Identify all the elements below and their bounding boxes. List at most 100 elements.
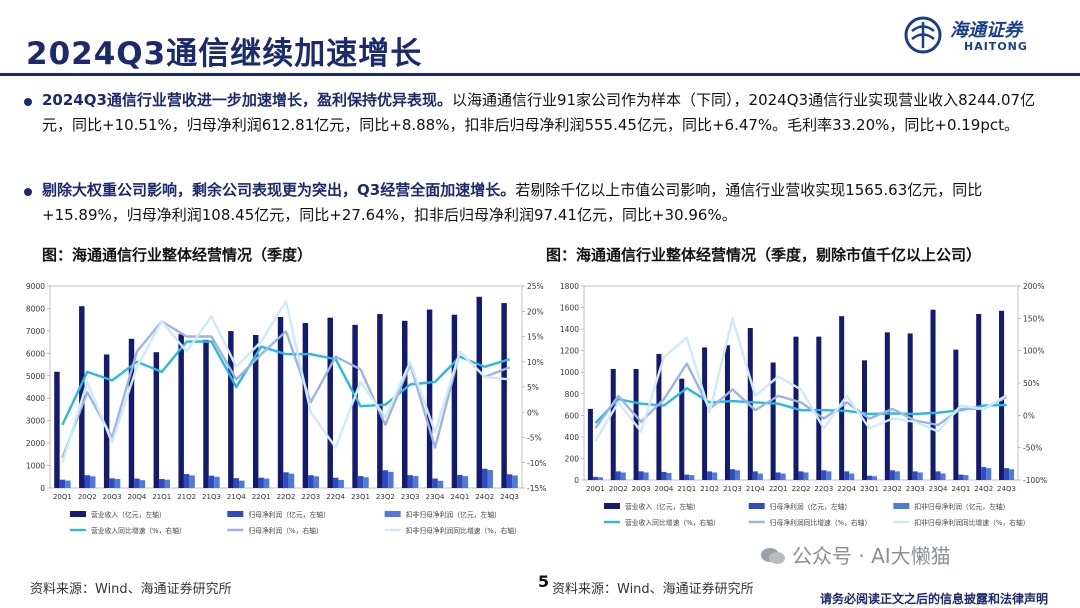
bar-3 — [114, 479, 121, 488]
left-axis-tick-label: 600 — [565, 411, 580, 420]
chart-industry-quarterly: 0 1000 2000 3000 4000 5000 6000 7000 8000 9000 -15… — [26, 282, 546, 535]
bar-3 — [597, 477, 603, 480]
bar-2 — [935, 471, 941, 480]
right-axis-tick-label: -10% — [527, 459, 546, 468]
right-axis-tick-label: 50% — [1023, 379, 1040, 388]
line-series-1 — [61, 340, 510, 426]
bar-3 — [239, 480, 245, 488]
category-label: 23Q2 — [883, 485, 902, 493]
bar-2 — [457, 474, 463, 488]
bar-3 — [734, 470, 741, 480]
figure-2-source: 资料来源：Wind、海通证券研究所 — [552, 582, 754, 597]
category-label: 20Q3 — [632, 485, 651, 493]
bar-3 — [620, 472, 626, 480]
category-label: 23Q2 — [376, 493, 395, 501]
category-label: 20Q4 — [655, 485, 674, 493]
bar-1 — [747, 328, 753, 480]
bar-2 — [84, 475, 90, 488]
bar-2 — [958, 474, 964, 480]
bar-1 — [476, 296, 483, 488]
bar-3 — [940, 473, 946, 480]
left-axis-tick-label: 400 — [565, 433, 580, 442]
bar-1 — [839, 316, 845, 480]
legend-label: 归母净利润（亿元，左轴） — [770, 502, 852, 511]
bar-1 — [724, 345, 730, 480]
bar-3 — [65, 480, 71, 488]
bar-2 — [109, 478, 115, 488]
legal-disclaimer: 请务必阅读正文之后的信息披露和法律声明 — [820, 592, 1049, 606]
right-axis-tick-label: 150% — [1023, 314, 1044, 323]
bar-2 — [506, 474, 513, 488]
bar-2 — [258, 477, 264, 488]
bar-1 — [377, 314, 383, 488]
bar-2 — [775, 472, 781, 480]
bar-2 — [981, 467, 987, 480]
left-axis-tick-label: 4000 — [26, 394, 45, 403]
bar-1 — [426, 309, 433, 488]
left-axis-tick-label: 7000 — [26, 327, 45, 336]
bullet-dot — [24, 188, 32, 196]
bar-1 — [816, 336, 822, 480]
category-label: 20Q4 — [128, 493, 147, 501]
bar-1 — [178, 334, 184, 488]
bar-2 — [889, 470, 895, 480]
left-axis-tick-label: 200 — [565, 454, 580, 463]
bar-2 — [407, 475, 413, 488]
right-axis-tick-label: -50% — [1023, 444, 1042, 453]
bar-2 — [592, 476, 598, 480]
legend-label: 归母净利润同比增速（%，右轴） — [770, 518, 872, 527]
bar-3 — [643, 472, 649, 480]
bar-2 — [867, 475, 873, 480]
bar-2 — [308, 475, 314, 488]
bar-1 — [587, 408, 593, 480]
bar-2 — [1004, 468, 1010, 480]
page-number: 5 — [538, 572, 550, 591]
logo-cn-text: 海通证券 — [950, 20, 1022, 41]
bullet-2-text: 若剔除千亿以上市值公司影响，通信行业营收实现1565.63亿元，同比+15.89… — [42, 181, 983, 224]
category-label: 20Q1 — [586, 485, 605, 493]
bar-1 — [702, 347, 708, 480]
category-label: 24Q2 — [974, 485, 993, 493]
right-axis-tick-label: 5% — [527, 383, 539, 392]
bar-2 — [432, 478, 438, 488]
bar-3 — [388, 471, 394, 488]
bar-1 — [103, 354, 110, 488]
right-axis-tick-label: 15% — [527, 333, 544, 342]
left-axis-tick-label: 0 — [574, 476, 579, 485]
bar-1 — [228, 331, 234, 488]
bar-2 — [482, 468, 488, 488]
bar-3 — [689, 475, 695, 480]
bar-2 — [233, 478, 240, 488]
category-label: 24Q2 — [475, 493, 494, 501]
category-label: 23Q3 — [401, 493, 420, 501]
category-label: 24Q3 — [997, 485, 1016, 493]
bar-1 — [128, 338, 135, 488]
bar-2 — [798, 471, 804, 480]
bar-1 — [252, 334, 259, 488]
right-axis-tick-label: 0% — [527, 408, 539, 417]
bar-3 — [986, 468, 992, 480]
bar-3 — [487, 470, 493, 488]
category-label: 23Q1 — [860, 485, 879, 493]
bar-3 — [363, 477, 369, 488]
left-axis-tick-label: 5000 — [26, 372, 45, 381]
bar-3 — [894, 471, 900, 480]
figure-1-title: 图：海通通信行业整体经营情况（季度） — [42, 246, 313, 264]
category-label: 21Q2 — [177, 493, 196, 501]
category-label: 22Q1 — [769, 485, 788, 493]
left-axis-tick-label: 8000 — [26, 304, 45, 313]
category-label: 20Q1 — [53, 493, 72, 501]
bar-1 — [54, 371, 60, 488]
bar-2 — [844, 471, 850, 480]
bar-3 — [164, 479, 170, 488]
left-axis-tick-label: 1800 — [560, 282, 579, 291]
bar-1 — [402, 320, 408, 488]
right-axis-tick-label: 10% — [527, 358, 544, 367]
right-axis-tick-label: -15% — [527, 484, 546, 493]
bar-2 — [283, 472, 289, 488]
category-label: 23Q4 — [929, 485, 948, 493]
bullet-1-lead: 2024Q3通信行业营收进一步加速增长，盈利保持优异表现。 — [42, 91, 452, 109]
bullet-dot — [24, 98, 32, 106]
bar-1 — [656, 353, 662, 480]
right-axis-tick-label: 200% — [1023, 282, 1044, 291]
